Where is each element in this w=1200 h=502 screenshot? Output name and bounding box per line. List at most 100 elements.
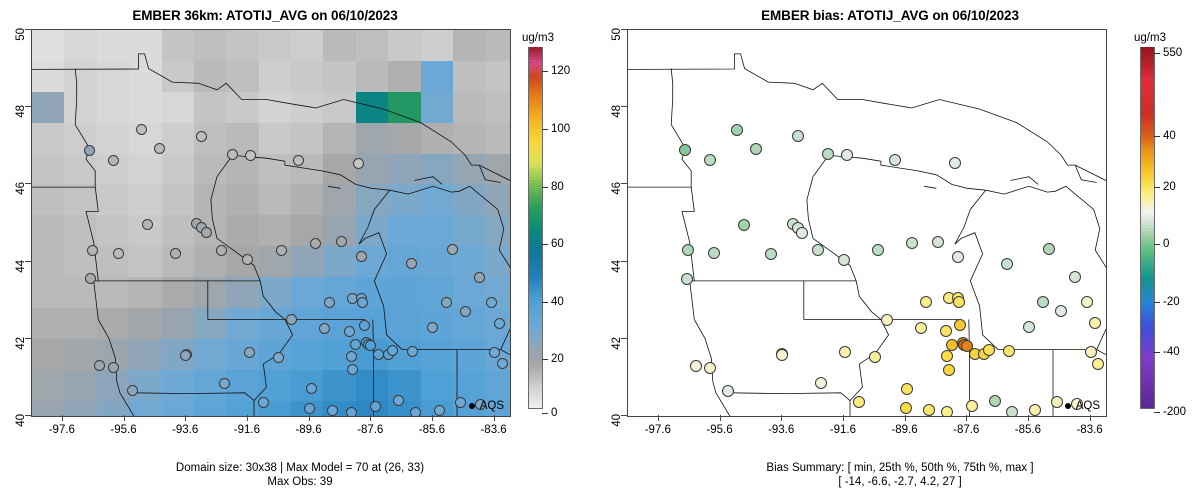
aqs-site-marker bbox=[387, 344, 399, 356]
colorbar-segment bbox=[1141, 272, 1154, 276]
model-grid-cell bbox=[129, 277, 163, 309]
model-aqs-legend: AQS bbox=[468, 400, 504, 412]
y-axis-tick bbox=[25, 183, 31, 185]
colorbar-segment bbox=[1141, 245, 1154, 249]
colorbar-segment bbox=[1141, 290, 1154, 294]
colorbar-segment bbox=[1141, 326, 1154, 330]
colorbar-segment bbox=[1141, 194, 1154, 198]
state-boundary bbox=[829, 155, 1066, 194]
colorbar-segment bbox=[1141, 128, 1154, 132]
aqs-site-marker bbox=[85, 273, 97, 285]
colorbar-segment bbox=[529, 356, 542, 360]
model-grid-cell bbox=[388, 215, 422, 247]
aqs-site-marker bbox=[703, 154, 716, 167]
x-axis-label: -87.6 bbox=[357, 424, 384, 436]
colorbar-segment bbox=[1141, 341, 1154, 345]
x-axis-tick bbox=[370, 415, 372, 421]
aqs-site-marker bbox=[914, 322, 927, 335]
colorbar-segment bbox=[529, 395, 542, 399]
model-grid-cell bbox=[64, 60, 98, 93]
colorbar-segment bbox=[529, 47, 542, 51]
x-axis-label: -89.6 bbox=[891, 424, 918, 436]
model-map-boundaries bbox=[32, 30, 510, 416]
aqs-site-marker bbox=[327, 404, 339, 416]
state-boundary bbox=[730, 393, 850, 401]
aqs-site-marker bbox=[1081, 296, 1094, 309]
aqs-site-marker bbox=[285, 314, 297, 325]
aqs-site-marker bbox=[455, 396, 467, 408]
aqs-site-marker bbox=[344, 325, 356, 337]
bias-panel-title: EMBER bias: ATOTIJ_AVG on 06/10/2023 bbox=[761, 8, 1019, 23]
x-axis-tick bbox=[308, 415, 310, 421]
colorbar-segment bbox=[529, 359, 542, 363]
aqs-site-marker bbox=[142, 219, 154, 231]
colorbar-tick-label: 40 bbox=[551, 295, 564, 308]
aqs-site-marker bbox=[703, 361, 716, 374]
model-grid-cell bbox=[226, 30, 260, 62]
bias-panel: EMBER bias: ATOTIJ_AVG on 06/10/2023 AQS… bbox=[600, 0, 1200, 502]
state-boundary bbox=[134, 393, 254, 401]
colorbar-segment bbox=[529, 251, 542, 255]
colorbar-segment bbox=[1141, 110, 1154, 114]
model-grid-cell bbox=[420, 215, 454, 247]
colorbar-segment bbox=[529, 146, 542, 150]
aqs-site-marker bbox=[954, 319, 967, 332]
colorbar-tick-label: 550 bbox=[1163, 47, 1183, 60]
aqs-site-marker bbox=[811, 244, 824, 257]
colorbar-segment bbox=[529, 314, 542, 318]
model-grid-cell bbox=[96, 184, 130, 216]
colorbar-segment bbox=[1141, 281, 1154, 285]
colorbar-segment bbox=[1141, 302, 1154, 306]
model-grid-cell bbox=[258, 60, 292, 93]
colorbar-segment bbox=[1141, 143, 1154, 147]
bias-map-frame: AQS bbox=[627, 29, 1107, 417]
x-axis-label: -91.6 bbox=[829, 424, 856, 436]
model-grid-cell bbox=[129, 184, 163, 216]
colorbar-segment bbox=[529, 107, 542, 111]
model-grid-cell bbox=[32, 60, 65, 93]
model-grid-cell bbox=[129, 91, 163, 124]
model-grid-cell bbox=[32, 122, 65, 155]
colorbar-segment bbox=[529, 245, 542, 249]
colorbar-segment bbox=[529, 98, 542, 102]
state-boundary bbox=[1097, 327, 1107, 358]
colorbar-segment bbox=[529, 230, 542, 234]
model-grid-cell bbox=[485, 30, 510, 62]
colorbar-segment bbox=[529, 299, 542, 303]
model-grid-cell bbox=[485, 60, 510, 93]
aqs-site-marker bbox=[393, 395, 405, 407]
model-grid-cell bbox=[258, 122, 292, 155]
model-grid-cell bbox=[291, 246, 324, 278]
colorbar-segment bbox=[1141, 77, 1154, 81]
y-axis-label: 44 bbox=[611, 259, 623, 273]
colorbar-segment bbox=[1141, 371, 1154, 375]
state-boundary bbox=[1106, 329, 1107, 354]
model-grid-cell bbox=[258, 153, 292, 185]
colorbar-segment bbox=[529, 239, 542, 243]
aqs-site-marker bbox=[410, 406, 422, 416]
model-grid-cell bbox=[420, 338, 454, 371]
aqs-site-marker bbox=[427, 321, 439, 333]
aqs-site-marker bbox=[1089, 317, 1102, 330]
model-grid-cell bbox=[32, 215, 65, 247]
colorbar-segment bbox=[1141, 209, 1154, 213]
colorbar-segment bbox=[1141, 125, 1154, 129]
aqs-site-marker bbox=[433, 404, 445, 416]
colorbar-segment bbox=[529, 227, 542, 231]
colorbar-segment bbox=[1141, 182, 1154, 186]
colorbar-segment bbox=[1141, 251, 1154, 255]
colorbar-segment bbox=[529, 167, 542, 171]
colorbar-segment bbox=[1141, 362, 1154, 366]
model-grid-cell bbox=[226, 215, 260, 247]
aqs-site-marker bbox=[899, 402, 912, 415]
colorbar-segment bbox=[529, 389, 542, 393]
colorbar-segment bbox=[1141, 149, 1154, 153]
colorbar-tick-label: 20 bbox=[1163, 180, 1176, 193]
aqs-site-marker bbox=[868, 351, 881, 364]
model-grid-cell bbox=[291, 338, 324, 371]
aqs-site-marker bbox=[1050, 396, 1063, 409]
colorbar-tick-label: 120 bbox=[551, 65, 571, 78]
state-boundary bbox=[328, 186, 340, 188]
colorbar-segment bbox=[529, 398, 542, 402]
colorbar-segment bbox=[1141, 62, 1154, 66]
